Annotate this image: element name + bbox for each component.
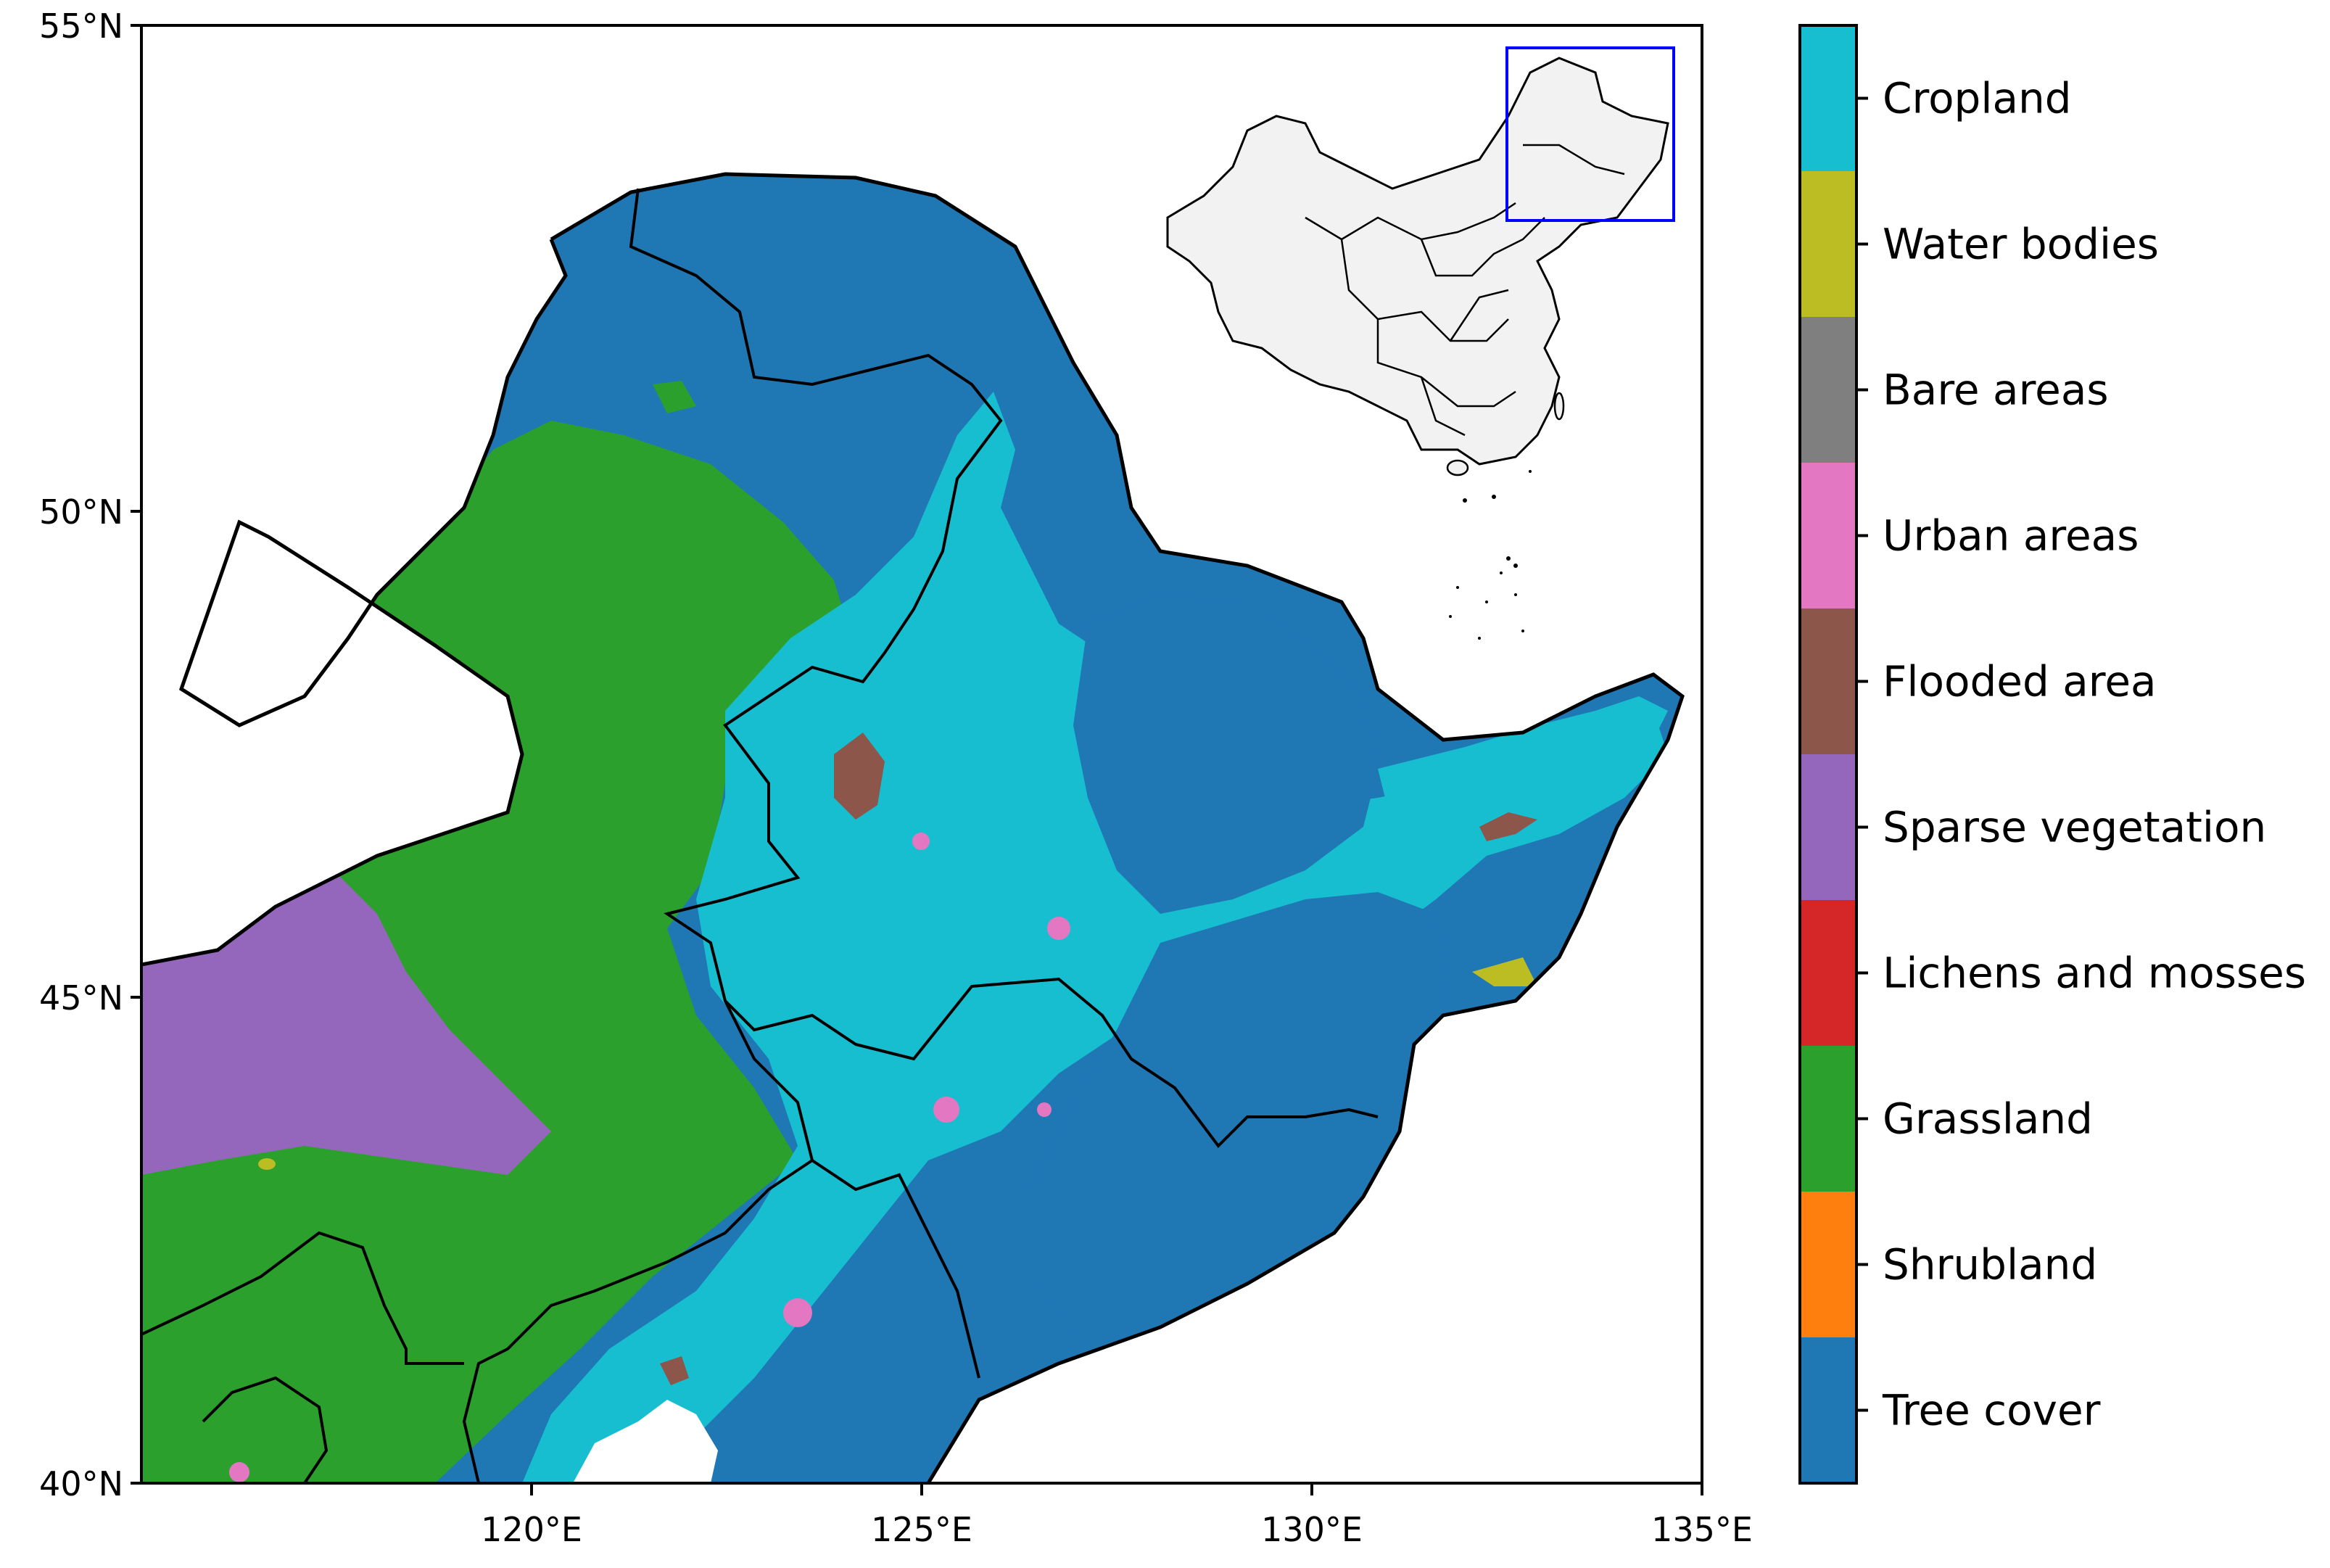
inset-south-china-sea-islands (1449, 470, 1532, 640)
region-flooded-area-east (1479, 812, 1537, 841)
lat-label-50: 50°N (39, 492, 123, 532)
map-area (141, 25, 1702, 1483)
urban-jilin (1037, 1102, 1052, 1117)
region-grassland (141, 421, 856, 1483)
legend-label: Urban areas (1883, 511, 2139, 561)
region-flooded-area-coast (660, 1356, 689, 1385)
lat-label-55: 55°N (39, 7, 123, 46)
lat-label-45: 45°N (39, 978, 123, 1018)
inset-hainan-island (1446, 459, 1469, 476)
lon-label-120: 120°E (481, 1510, 582, 1549)
region-tree-cover-east (1073, 595, 1378, 914)
region-boundary-west (141, 239, 568, 967)
legend-label: Tree cover (1882, 1386, 2101, 1435)
legend-swatch (1800, 1046, 1856, 1192)
inset-province-lines (1305, 144, 1625, 437)
longitude-axis: 120°E 125°E 130°E 135°E (481, 1483, 1753, 1549)
legend-swatch (1800, 317, 1856, 463)
legend-swatch (1800, 463, 1856, 608)
inset-china-outline (1166, 57, 1669, 466)
urban-daqing (912, 833, 930, 850)
bohai-sea (573, 1400, 718, 1483)
outside-region-east (928, 667, 1702, 1483)
legend-label: Shrubland (1883, 1240, 2097, 1290)
inset-study-area-box (1505, 46, 1675, 222)
urban-harbin (1047, 917, 1070, 940)
province-boundary-liaoning-west (462, 1159, 814, 1483)
legend-label: Water bodies (1883, 220, 2159, 269)
lat-label-40: 40°N (39, 1464, 123, 1503)
region-boundary (550, 172, 1685, 1483)
legend-label: Sparse vegetation (1883, 803, 2266, 852)
region-tree-cover-southeast (1030, 892, 1450, 1349)
urban-changchun (933, 1097, 959, 1123)
legend-label: Cropland (1883, 74, 2072, 123)
province-boundary-heilongjiang (629, 188, 1379, 1149)
legend-swatch (1800, 1192, 1856, 1337)
region-water-west (258, 1158, 276, 1170)
region-cropland (522, 392, 1668, 1483)
legend-swatch (1800, 171, 1856, 317)
legend-colorbar: Cropland Water bodies Bare areas Urban area… (1798, 24, 2306, 1485)
region-cropland-east (1378, 696, 1668, 856)
legend-label: Bare areas (1883, 366, 2109, 415)
legend-label: Grassland (1883, 1094, 2093, 1144)
urban-baotou (229, 1462, 249, 1482)
legend-swatch (1800, 25, 1856, 171)
lon-label-135: 135°E (1651, 1510, 1753, 1549)
lon-label-125: 125°E (871, 1510, 972, 1549)
legend-label: Flooded area (1883, 657, 2157, 706)
region-sparse-vegetation (141, 870, 551, 1175)
inset-taiwan-island (1553, 392, 1565, 421)
lon-label-130: 130°E (1261, 1510, 1363, 1549)
urban-shenyang (783, 1298, 812, 1327)
inset-map-china (1166, 46, 1675, 640)
province-boundary-hebei (141, 1231, 464, 1365)
legend-border (1798, 24, 1858, 1485)
legend-swatch (1800, 608, 1856, 754)
legend-swatch (1800, 754, 1856, 900)
region-flooded-area (834, 733, 885, 820)
province-boundary-jilin-liaoning (724, 1000, 980, 1379)
region-water-north (653, 381, 696, 413)
legend-label: Lichens and mosses (1883, 949, 2306, 998)
region-water-xingkai-lake (1472, 957, 1537, 986)
province-boundary-beijing (202, 1376, 329, 1483)
legend-swatch (1800, 1337, 1856, 1483)
legend-swatch (1800, 900, 1856, 1046)
latitude-axis: 55°N 50°N 45°N 40°N (39, 7, 141, 1503)
